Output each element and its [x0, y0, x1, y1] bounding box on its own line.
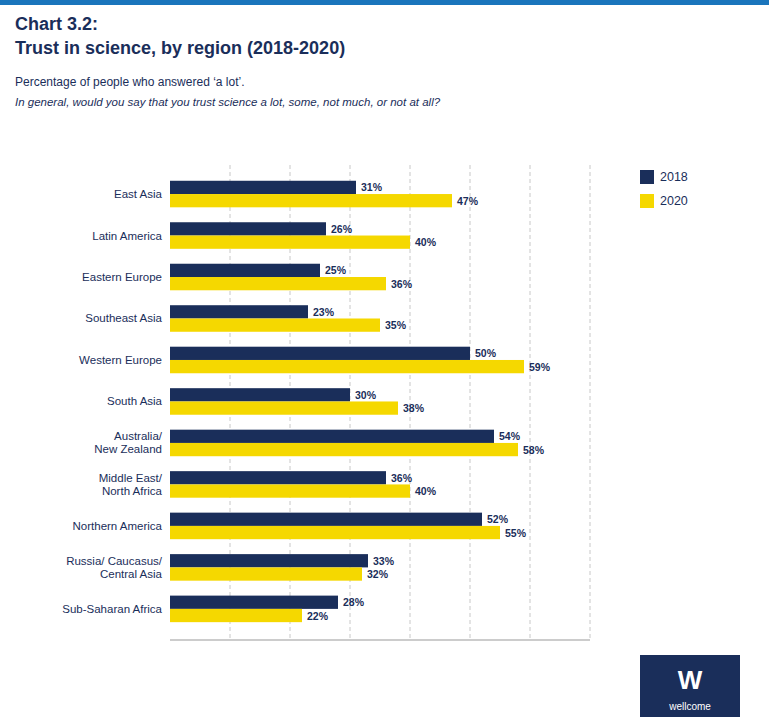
bar [170, 443, 518, 456]
data-label: 59% [529, 361, 551, 373]
bar [170, 567, 362, 580]
bar [170, 526, 500, 539]
data-label: 35% [385, 319, 407, 331]
background [0, 0, 769, 726]
data-label: 28% [343, 596, 365, 608]
bar [170, 181, 356, 194]
bar [170, 236, 410, 249]
data-label: 25% [325, 264, 347, 276]
data-label: 55% [505, 527, 527, 539]
data-label: 36% [391, 278, 413, 290]
data-label: 50% [475, 347, 497, 359]
bar [170, 609, 302, 622]
logo: Wwellcome [640, 655, 740, 717]
bar [170, 554, 368, 567]
data-label: 30% [355, 389, 377, 401]
category-label: Latin America [92, 230, 162, 242]
data-label: 26% [331, 223, 353, 235]
category-label: Northern America [73, 520, 163, 532]
top-line [0, 0, 769, 5]
question: In general, would you say that you trust… [15, 96, 441, 108]
category-label: South Asia [107, 395, 163, 407]
bar [170, 347, 470, 360]
logo-name: wellcome [668, 701, 711, 712]
bar [170, 305, 308, 318]
grid-line [470, 165, 471, 640]
grid-line [590, 165, 591, 640]
category-label: Russia/ Caucasus/Central Asia [66, 555, 163, 580]
data-label: 40% [415, 236, 437, 248]
chart: Chart 3.2:Trust in science, by region (2… [0, 0, 769, 726]
data-label: 31% [361, 181, 383, 193]
bar [170, 388, 350, 401]
legend-swatch [640, 194, 654, 208]
data-label: 47% [457, 195, 479, 207]
grid-line [530, 165, 531, 640]
x-axis-line [170, 640, 590, 641]
legend-swatch [640, 170, 654, 184]
logo-mark: W [678, 665, 703, 695]
logo-background [640, 655, 740, 717]
category-label: Australia/New Zealand [94, 430, 163, 455]
data-label: 40% [415, 485, 437, 497]
category-label: Southeast Asia [85, 312, 162, 324]
data-label: 36% [391, 472, 413, 484]
bar [170, 264, 320, 277]
data-label: 22% [307, 610, 329, 622]
bars [170, 181, 524, 622]
category-label: Sub-Saharan Africa [62, 603, 162, 615]
category-label: Eastern Europe [82, 271, 162, 283]
category-label: Middle East/North Africa [99, 472, 163, 497]
legend-label: 2018 [660, 170, 688, 184]
data-label: 33% [373, 555, 395, 567]
bar [170, 360, 524, 373]
bar [170, 318, 380, 331]
data-label: 58% [523, 444, 545, 456]
title: Chart 3.2:Trust in science, by region (2… [15, 14, 345, 58]
bar [170, 430, 494, 443]
data-label: 38% [403, 402, 425, 414]
y-tick-labels: Sub-Saharan Africa Russia/ Caucasus/Centr… [62, 188, 163, 615]
category-label: East Asia [114, 188, 163, 200]
legend: 2018 2020 [640, 170, 688, 208]
data-label: 54% [499, 430, 521, 442]
bar [170, 513, 482, 526]
bar [170, 596, 338, 609]
legend-label: 2020 [660, 194, 688, 208]
bar [170, 484, 410, 497]
data-labels: 28% 33% 52% 36% 54% 30% 50% 23% 25% 26% 31% 22% 32% 5… [307, 181, 551, 621]
bar [170, 222, 326, 235]
bar [170, 471, 386, 484]
bar [170, 277, 386, 290]
data-label: 52% [487, 513, 509, 525]
subtitle: Percentage of people who answered ‘a lot… [15, 75, 244, 89]
data-label: 32% [367, 568, 389, 580]
bar [170, 194, 452, 207]
bar [170, 401, 398, 414]
category-label: Western Europe [79, 354, 162, 366]
data-label: 23% [313, 306, 335, 318]
